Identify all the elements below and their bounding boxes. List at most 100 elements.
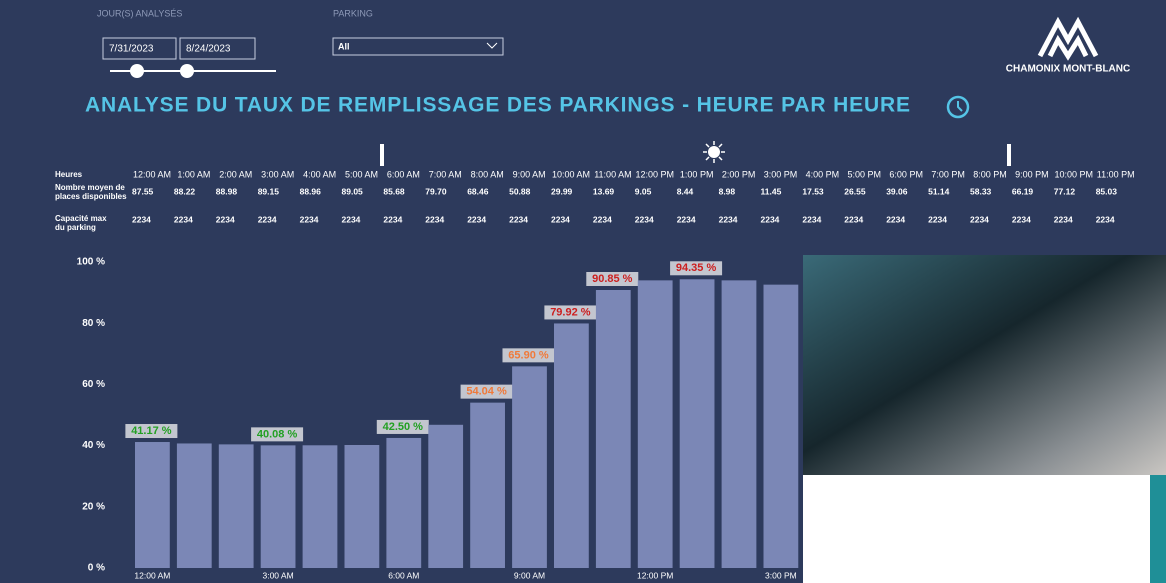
available-cell: 88.98	[216, 186, 238, 196]
available-cell: 88.96	[300, 186, 322, 196]
hour-header: 8:00 PM	[973, 169, 1007, 179]
available-cell: 11.45	[761, 186, 782, 196]
x-tick-label: 12:00 PM	[637, 570, 673, 580]
capacity-cell: 2234	[258, 214, 277, 224]
available-cell: 85.68	[383, 186, 405, 196]
bar	[177, 443, 212, 568]
y-tick-label: 40 %	[82, 440, 105, 451]
filter-label: PARKING	[333, 8, 373, 18]
dropdown[interactable]	[333, 38, 503, 55]
start-date[interactable]: 7/31/2023	[109, 44, 154, 55]
bar	[680, 279, 715, 568]
hour-header: 3:00 AM	[261, 169, 294, 179]
available-cell: 87.55	[132, 186, 154, 196]
hour-header: 6:00 AM	[387, 169, 420, 179]
hour-header: 12:00 AM	[133, 169, 171, 179]
hour-header: 10:00 PM	[1055, 169, 1094, 179]
capacity-cell: 2234	[593, 214, 612, 224]
dropdown-value[interactable]: All	[338, 41, 350, 51]
value-label: 54.04 %	[466, 386, 507, 398]
available-cell: 51.14	[928, 186, 950, 196]
available-cell: 17.53	[802, 186, 824, 196]
hour-header: 2:00 PM	[722, 169, 756, 179]
capacity-cell: 2234	[383, 214, 402, 224]
capacity-cell: 2234	[132, 214, 151, 224]
dashboard: JOUR(S) ANALYSÉS 7/31/2023 8/24/2023 PAR…	[0, 0, 1166, 583]
hour-header: 8:00 AM	[471, 169, 504, 179]
available-cell: 89.05	[342, 186, 364, 196]
row-label: Heures	[55, 170, 83, 179]
available-cell: 13.69	[593, 186, 615, 196]
bar	[386, 438, 421, 568]
overlay-edge	[1150, 475, 1166, 583]
x-tick-label: 3:00 PM	[765, 570, 797, 580]
hour-header: 7:00 AM	[429, 169, 462, 179]
capacity-cell: 2234	[1096, 214, 1115, 224]
capacity-cell: 2234	[635, 214, 654, 224]
bar	[638, 280, 673, 568]
capacity-cell: 2234	[509, 214, 528, 224]
y-tick-label: 20 %	[82, 501, 105, 512]
capacity-cell: 2234	[425, 214, 444, 224]
sun-icon	[708, 146, 720, 158]
filter-label: JOUR(S) ANALYSÉS	[97, 8, 182, 18]
hour-header: 7:00 PM	[931, 169, 965, 179]
bar	[303, 445, 338, 568]
x-tick-label: 12:00 AM	[134, 570, 170, 580]
row-label: Nombre moyen deplaces disponibles	[55, 183, 127, 201]
available-cell: 85.03	[1096, 186, 1118, 196]
capacity-cell: 2234	[551, 214, 570, 224]
capacity-cell: 2234	[300, 214, 319, 224]
capacity-cell: 2234	[928, 214, 947, 224]
value-label: 65.90 %	[508, 349, 549, 361]
hour-header: 12:00 PM	[636, 169, 675, 179]
available-cell: 66.19	[1012, 186, 1034, 196]
marker	[380, 144, 384, 166]
available-cell: 88.22	[174, 186, 196, 196]
overlay-panel	[803, 475, 1166, 583]
y-tick-label: 0 %	[88, 563, 105, 574]
slider-handle[interactable]	[130, 64, 144, 78]
hour-header: 4:00 AM	[303, 169, 336, 179]
capacity-cell: 2234	[886, 214, 905, 224]
capacity-cell: 2234	[970, 214, 989, 224]
available-cell: 89.15	[258, 186, 280, 196]
available-cell: 8.98	[719, 186, 736, 196]
hour-header: 10:00 AM	[552, 169, 590, 179]
available-cell: 50.88	[509, 186, 531, 196]
y-tick-label: 60 %	[82, 379, 105, 390]
y-tick-label: 80 %	[82, 318, 105, 329]
capacity-cell: 2234	[719, 214, 738, 224]
value-label: 41.17 %	[131, 425, 172, 437]
value-label: 79.92 %	[550, 306, 591, 318]
page-title: ANALYSE DU TAUX DE REMPLISSAGE DES PARKI…	[85, 94, 910, 117]
bar	[470, 403, 505, 568]
image-overlay	[803, 255, 1166, 475]
available-cell: 68.46	[467, 186, 489, 196]
hour-header: 3:00 PM	[764, 169, 798, 179]
value-label: 40.08 %	[257, 428, 298, 440]
available-cell: 77.12	[1054, 186, 1076, 196]
available-cell: 79.70	[425, 186, 447, 196]
bar	[135, 442, 170, 568]
slider-handle[interactable]	[180, 64, 194, 78]
hour-header: 4:00 PM	[806, 169, 840, 179]
end-date[interactable]: 8/24/2023	[186, 44, 231, 55]
available-cell: 9.05	[635, 186, 652, 196]
hour-header: 5:00 AM	[345, 169, 378, 179]
available-cell: 58.33	[970, 186, 992, 196]
capacity-cell: 2234	[677, 214, 696, 224]
hour-header: 9:00 PM	[1015, 169, 1049, 179]
bar	[596, 290, 631, 568]
x-tick-label: 9:00 AM	[514, 570, 545, 580]
hour-header: 6:00 PM	[889, 169, 923, 179]
capacity-cell: 2234	[1012, 214, 1031, 224]
capacity-cell: 2234	[1054, 214, 1073, 224]
capacity-cell: 2234	[467, 214, 486, 224]
available-cell: 26.55	[844, 186, 866, 196]
value-label: 94.35 %	[676, 262, 717, 274]
bar	[722, 280, 757, 568]
bar	[512, 366, 547, 568]
capacity-cell: 2234	[802, 214, 821, 224]
hour-header: 9:00 AM	[513, 169, 546, 179]
